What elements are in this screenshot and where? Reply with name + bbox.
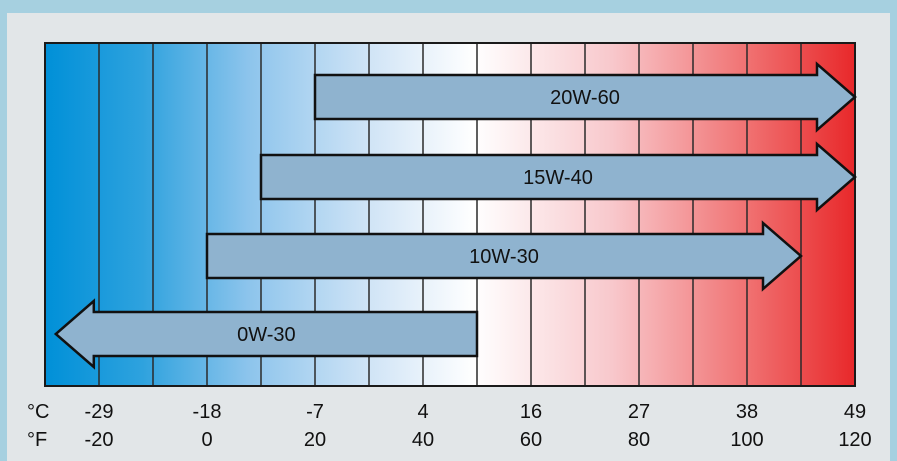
arrow-label: 20W-60 [550, 87, 620, 109]
fahrenheit-tick-label: 20 [304, 429, 326, 451]
fahrenheit-tick-label: 40 [412, 429, 434, 451]
celsius-tick-label: -29 [85, 401, 114, 423]
arrow-15w-40: 15W-40 [259, 141, 857, 213]
chart-frame [44, 42, 856, 387]
arrow-shape [313, 61, 857, 133]
fahrenheit-tick-label: -20 [85, 429, 114, 451]
arrow-0w-30: 0W-30 [53, 298, 479, 370]
celsius-tick-label: 16 [520, 401, 542, 423]
arrow-10w-30: 10W-30 [205, 220, 803, 292]
celsius-tick-label: 49 [844, 401, 866, 423]
arrow-label: 0W-30 [237, 324, 296, 346]
celsius-tick-label: -7 [306, 401, 324, 423]
arrow-label: 15W-40 [523, 167, 593, 189]
arrow-shape [259, 141, 857, 213]
arrow-label: 10W-30 [469, 246, 539, 268]
arrow-shape [53, 298, 479, 370]
celsius-tick-label: 27 [628, 401, 650, 423]
fahrenheit-unit-label: °F [27, 429, 47, 451]
fahrenheit-tick-label: 60 [520, 429, 542, 451]
celsius-tick-label: -18 [193, 401, 222, 423]
celsius-tick-label: 4 [417, 401, 428, 423]
fahrenheit-tick-label: 100 [730, 429, 763, 451]
fahrenheit-tick-label: 0 [201, 429, 212, 451]
fahrenheit-tick-label: 120 [838, 429, 871, 451]
arrow-20w-60: 20W-60 [313, 61, 857, 133]
fahrenheit-tick-label: 80 [628, 429, 650, 451]
celsius-tick-label: 38 [736, 401, 758, 423]
arrow-shape [205, 220, 803, 292]
celsius-unit-label: °C [27, 401, 49, 423]
